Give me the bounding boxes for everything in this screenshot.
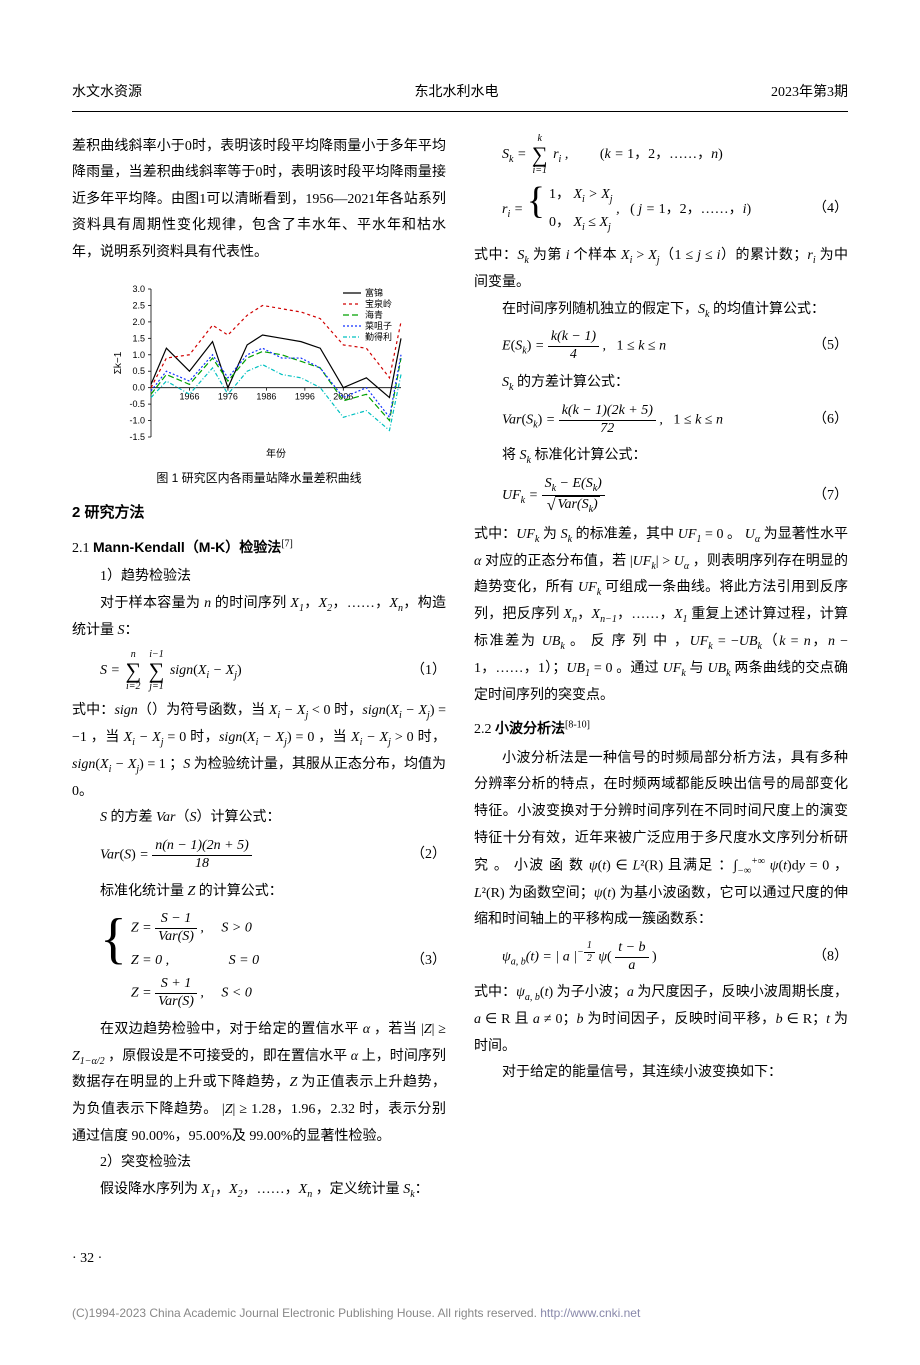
equation-2: Var(S) = n(n − 1)(2n + 5)18 （2） xyxy=(100,838,446,873)
post-eq4: 式中：Sk 为第 i 个样本 Xi > Xj（1 ≤ j ≤ i）的累计数；ri… xyxy=(474,243,848,296)
post-eq7: 式中：UFk 为 Sk 的标准差，其中 UF1 = 0 。 Uα 为显著性水平 … xyxy=(474,522,848,709)
eq5-number: （5） xyxy=(812,333,848,360)
header-center: 东北水利水电 xyxy=(415,80,499,107)
equation-6: Var(Sk) = k(k − 1)(2k + 5)72 , 1 ≤ k ≤ n… xyxy=(502,403,848,438)
svg-text:-1.5: -1.5 xyxy=(129,432,145,442)
svg-text:宝泉岭: 宝泉岭 xyxy=(365,298,392,309)
mean-p: 在时间序列随机独立的假定下，Sk 的均值计算公式： xyxy=(474,297,848,324)
sec21-num: 2.1 xyxy=(72,541,90,556)
equation-4b: ri = { 1， Xi > Xj 0， Xi ≤ Xj , ( j = 1，2… xyxy=(502,182,848,238)
svg-text:3.0: 3.0 xyxy=(132,284,145,294)
wave-p1: 小波分析法是一种信号的时频局部分析方法，具有多种分辨率分析的特点，在时频两域都能… xyxy=(474,746,848,934)
std-label: 将 Sk 标准化计算公式： xyxy=(474,443,848,470)
cont-p: 对于给定的能量信号，其连续小波变换如下： xyxy=(474,1060,848,1087)
figure-1-caption: 图 1 研究区内各雨量站降水量差积曲线 xyxy=(72,467,446,490)
equation-3: { Z = S − 1Var(S) , S > 0 Z = 0 , S = 0 … xyxy=(100,911,446,1011)
svg-text:1.5: 1.5 xyxy=(132,333,145,343)
eq6-number: （6） xyxy=(812,407,848,434)
sec21-title: Mann-Kendall（M-K）检验法 xyxy=(93,539,281,555)
footer: (C)1994-2023 China Academic Journal Elec… xyxy=(72,1302,848,1325)
svg-text:年份: 年份 xyxy=(266,447,286,460)
sec22-num: 2.2 xyxy=(474,722,492,737)
equation-8: ψa, b(t) = | a |−12 ψ( t − ba ) （8） xyxy=(502,940,848,975)
svg-text:1996: 1996 xyxy=(295,391,315,401)
sec21-item2: 2）突变检验法 xyxy=(72,1150,446,1177)
section-2-1-heading: 2.1 Mann-Kendall（M-K）检验法[7] xyxy=(72,534,446,563)
eq2-number: （2） xyxy=(410,842,446,869)
svg-text:1986: 1986 xyxy=(256,391,276,401)
footer-text: (C)1994-2023 China Academic Journal Elec… xyxy=(72,1306,540,1320)
intro-paragraph: 差积曲线斜率小于0时，表明该时段平均降雨量小于多年平均降雨量，当差积曲线斜率等于… xyxy=(72,134,446,267)
section-2-heading: 2 研究方法 xyxy=(72,499,446,528)
svg-text:-0.5: -0.5 xyxy=(129,399,145,409)
sec21-p1: 对于样本容量为 n 的时间序列 X1，X2，……，Xn，构造统计量 S： xyxy=(72,591,446,644)
var-s-label: S 的方差 Var（S）计算公式： xyxy=(72,805,446,832)
sec22-ref: [8-10] xyxy=(565,719,590,730)
svg-text:1976: 1976 xyxy=(218,391,238,401)
equation-7: UFk = Sk − E(Sk) √Var(Sk) （7） xyxy=(502,476,848,516)
svg-text:1966: 1966 xyxy=(179,391,199,401)
equation-1: S = n∑i=2 i−1∑j=1 sign(Xi − Xj) （1） xyxy=(100,650,446,692)
eq1-number: （1） xyxy=(410,658,446,685)
svg-text:勤得利: 勤得利 xyxy=(365,331,392,342)
section-2-2-heading: 2.2 小波分析法[8-10] xyxy=(474,715,848,744)
svg-text:2.5: 2.5 xyxy=(132,300,145,310)
svg-text:海青: 海青 xyxy=(365,309,383,320)
svg-text:Σk−1: Σk−1 xyxy=(113,351,124,374)
eq4-number: （4） xyxy=(812,196,848,223)
header-left: 水文水资源 xyxy=(72,80,142,107)
svg-text:2.0: 2.0 xyxy=(132,316,145,326)
equation-4a: Sk = k∑i=1 ri , (k = 1，2，……，n) xyxy=(502,134,848,176)
svg-text:2006: 2006 xyxy=(333,391,353,401)
sec21-ref: [7] xyxy=(281,538,293,549)
equation-5: E(Sk) = k(k − 1)4 , 1 ≤ k ≤ n （5） xyxy=(502,329,848,364)
svg-text:1.0: 1.0 xyxy=(132,349,145,359)
sec22-title: 小波分析法 xyxy=(495,720,565,736)
footer-link[interactable]: http://www.cnki.net xyxy=(540,1306,640,1320)
trend-para: 在双边趋势检验中，对于给定的置信水平 α ，若当 |Z| ≥ Z1−α/2 ，原… xyxy=(72,1017,446,1150)
figure-1-chart: -1.5 -1.0 -0.5 0.0 0.5 1.0 1.5 2.0 2.5 3.0 1966 197… xyxy=(72,281,446,461)
eq8-number: （8） xyxy=(812,944,848,971)
body-columns: 差积曲线斜率小于0时，表明该时段平均降雨量小于多年平均降雨量，当差积曲线斜率等于… xyxy=(72,134,848,1234)
header-right: 2023年第3期 xyxy=(771,80,848,107)
page-header: 水文水资源 东北水利水电 2023年第3期 xyxy=(72,80,848,112)
sec21-item1: 1）趋势检验法 xyxy=(72,564,446,591)
page-number: · 32 · xyxy=(72,1246,848,1273)
post-eq8: 式中：ψa, b(t) 为子小波；a 为尺度因子，反映小波周期长度，a ∈ R … xyxy=(474,980,848,1060)
svg-text:-1.0: -1.0 xyxy=(129,415,145,425)
svg-text:0.5: 0.5 xyxy=(132,366,145,376)
svg-text:0.0: 0.0 xyxy=(132,382,145,392)
var-sk-label: Sk 的方差计算公式： xyxy=(474,370,848,397)
post-eq1: 式中：sign（）为符号函数，当 Xi − Xj < 0 时，sign(Xi −… xyxy=(72,698,446,805)
eq7-number: （7） xyxy=(812,483,848,510)
svg-text:富锦: 富锦 xyxy=(365,287,383,298)
z-label: 标准化统计量 Z 的计算公式： xyxy=(72,879,446,906)
mut-p1: 假设降水序列为 X1，X2，……，Xn ，定义统计量 Sk： xyxy=(72,1177,446,1204)
svg-text:菜咀子: 菜咀子 xyxy=(365,320,392,331)
eq3-number: （3） xyxy=(410,948,446,975)
